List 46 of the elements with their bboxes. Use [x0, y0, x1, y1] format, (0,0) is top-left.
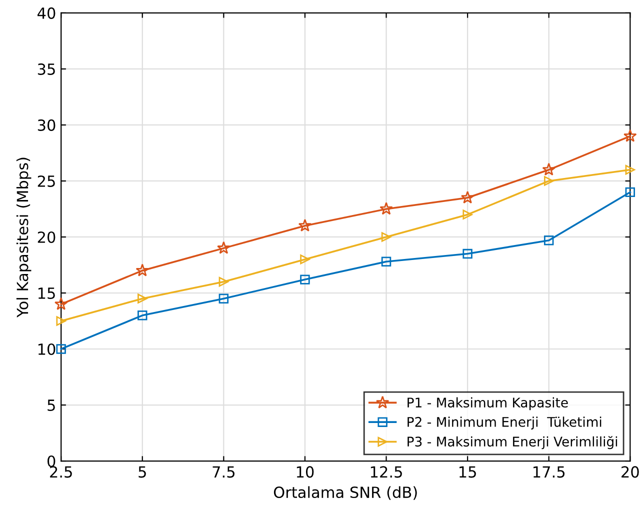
y-tick-label: 5	[48, 400, 55, 412]
point	[218, 294, 229, 304]
point	[217, 241, 230, 254]
point	[381, 232, 392, 242]
y-tick-label: 20	[38, 231, 56, 244]
x-tick-label: 7.5	[212, 466, 234, 478]
x-tick-label: 17.5	[534, 466, 565, 478]
point	[462, 248, 472, 259]
y-tick-label: 15	[38, 288, 55, 300]
y-tick-label: 40	[38, 7, 56, 19]
x-tick-label: 5	[138, 466, 146, 478]
point	[460, 190, 474, 204]
x-tick-label: 12.5	[370, 466, 402, 478]
y-tick-label: 35	[38, 63, 55, 75]
point	[218, 276, 229, 287]
point	[380, 202, 393, 215]
point	[138, 294, 148, 304]
point	[624, 129, 637, 142]
point	[56, 316, 66, 326]
legend-label: P1 - Maksimum Kapasite	[408, 397, 568, 410]
point	[462, 210, 472, 220]
x-axis-title: Ortalama SNR (dB)	[274, 486, 417, 500]
point	[542, 162, 556, 176]
point	[625, 187, 635, 198]
y-tick-label: 10	[38, 343, 56, 356]
point	[544, 176, 554, 186]
point	[136, 264, 150, 276]
legend-label: P3 - Maksimum Enerji Verimliliği	[408, 436, 618, 450]
point	[381, 256, 392, 266]
point	[56, 344, 66, 354]
point	[138, 310, 148, 320]
y-tick-label: 30	[38, 119, 56, 131]
y-axis-title: Yol Kapasitesi (Mbps)	[16, 158, 32, 318]
point	[54, 297, 68, 310]
point	[300, 254, 310, 264]
y-tick-label: 0	[48, 455, 56, 468]
point	[298, 218, 312, 232]
point	[544, 235, 554, 246]
x-tick-label: 10	[296, 466, 314, 478]
point	[300, 274, 310, 284]
legend-label: P2 - Minimum Enerji Tüketimi	[408, 416, 602, 430]
x-tick-label: 20	[622, 466, 639, 478]
point	[625, 164, 635, 175]
y-tick-label: 25	[38, 175, 55, 187]
x-tick-label: 15	[460, 466, 476, 478]
x-tick-label: 2.5	[50, 466, 72, 478]
